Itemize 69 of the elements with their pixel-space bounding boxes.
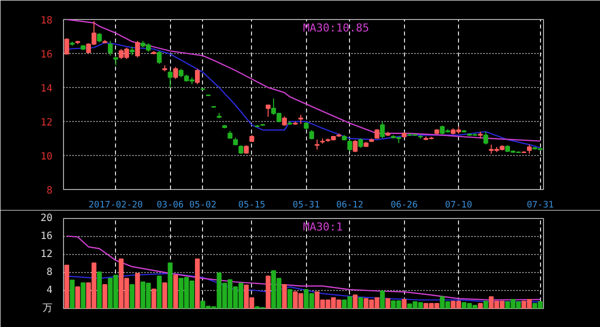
line-series (66, 20, 541, 142)
text: MA30:1 (302, 220, 343, 234)
line-series (66, 42, 541, 148)
x-tick-label: 03-06 (156, 200, 184, 210)
bar (151, 288, 156, 308)
bar (483, 300, 488, 308)
bar (70, 280, 75, 308)
bar (194, 258, 200, 308)
bar (156, 276, 162, 308)
candlestick (347, 139, 352, 152)
candlestick (194, 68, 200, 85)
bar (380, 290, 385, 308)
x-tick-label: 07-31 (526, 200, 554, 210)
bar (80, 282, 86, 308)
y-tick-label: 8 (46, 186, 53, 196)
bar (130, 284, 134, 308)
candlestick (266, 104, 271, 118)
y-tick-label: 16 (40, 231, 53, 242)
candlestick (97, 32, 102, 43)
y-tick-label: 16 (40, 50, 53, 60)
y-tick-label: 10 (40, 152, 53, 162)
candlestick (135, 40, 140, 58)
x-tick-label: 06-26 (390, 200, 418, 210)
bar (358, 297, 364, 308)
y-tick-label: 4 (46, 285, 53, 296)
candlestick (526, 144, 532, 154)
candlestick (108, 40, 113, 56)
y-tick-label: 12 (40, 249, 53, 260)
candlestick (168, 70, 173, 88)
bar (162, 282, 168, 308)
candlestick (314, 139, 320, 150)
x-tick-label: 07-10 (445, 200, 472, 210)
bar (402, 299, 407, 308)
y-tick-label: 12 (40, 118, 53, 128)
bar (168, 262, 173, 308)
y-tick-label: 18 (40, 16, 53, 26)
bar (266, 276, 271, 308)
candlestick (483, 131, 488, 145)
candlestick (156, 50, 162, 65)
bar (102, 284, 108, 308)
line-series (66, 272, 541, 302)
bar (352, 294, 358, 308)
x-tick-label: 2017-02-20 (88, 200, 143, 210)
candlestick (173, 66, 178, 80)
x-tick-label: 05-31 (292, 200, 320, 210)
line-series (66, 235, 541, 301)
candlestick (358, 138, 364, 148)
bar (173, 274, 178, 308)
bar (478, 303, 483, 308)
bar (135, 272, 140, 308)
candlestick (309, 130, 314, 140)
text: MA30:10.85 (302, 22, 370, 34)
candlestick (282, 116, 287, 126)
y-tick-label: 万 (42, 303, 52, 314)
bar (75, 286, 80, 308)
bar (385, 298, 390, 308)
y-tick-label: 14 (40, 84, 53, 94)
x-tick-label: 05-02 (189, 200, 216, 210)
bar (287, 289, 292, 308)
bar (282, 284, 287, 308)
candlestick (298, 114, 304, 125)
y-tick-label: 20 (40, 213, 53, 224)
x-tick-label: 06-12 (336, 200, 364, 210)
candlestick (380, 121, 385, 139)
bar (97, 272, 102, 308)
y-tick-label: 8 (46, 267, 53, 278)
candlestick (64, 38, 70, 55)
bar (64, 264, 70, 308)
x-tick-label: 05-15 (238, 200, 266, 210)
